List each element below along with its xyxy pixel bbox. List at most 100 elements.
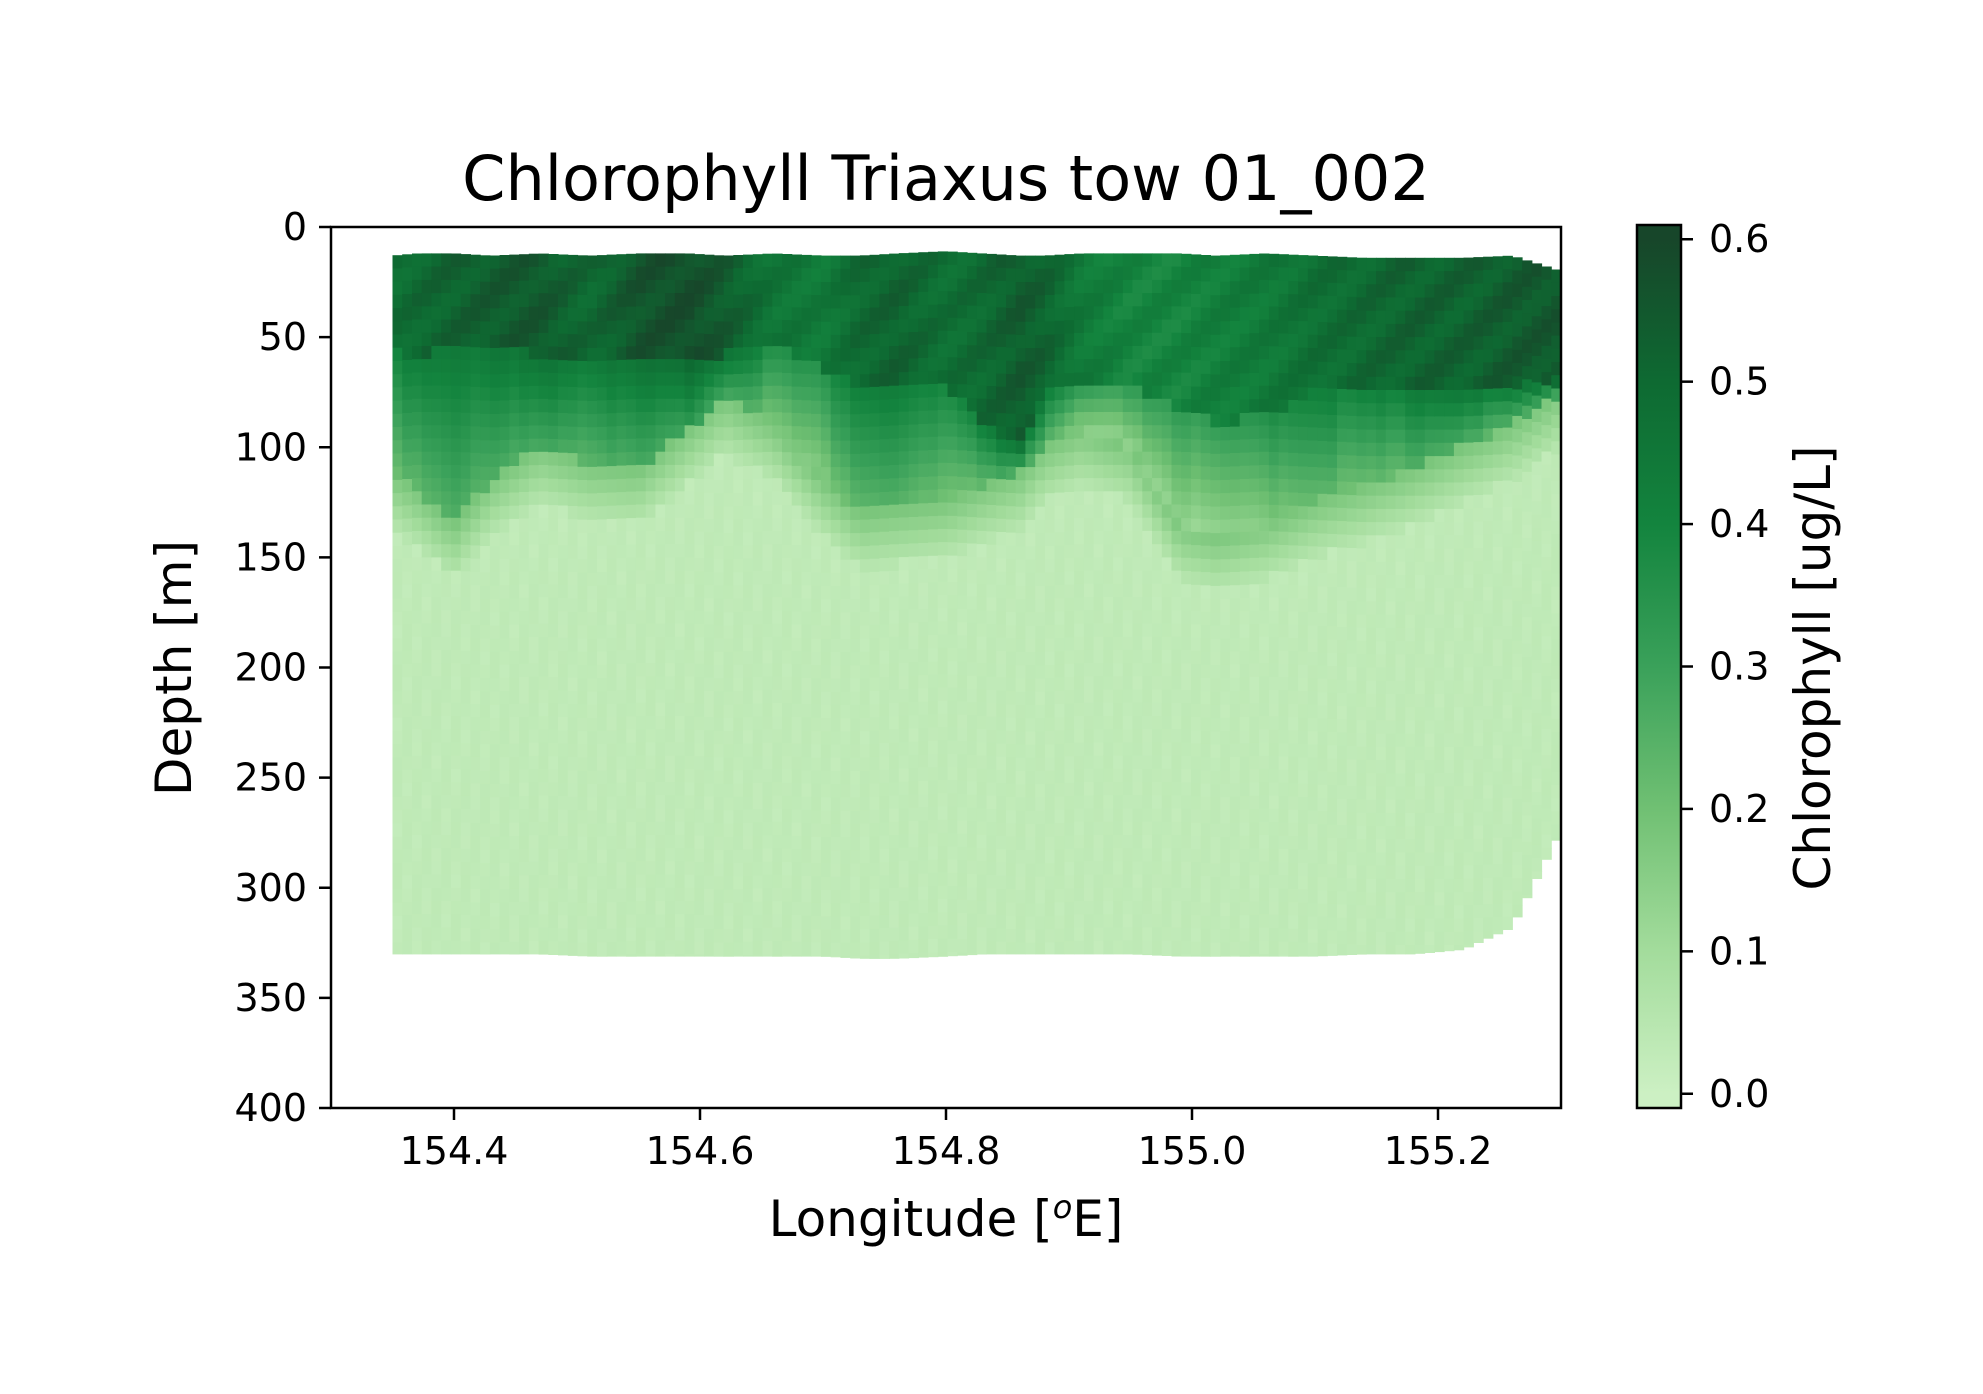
heatmap-cell: [811, 413, 822, 428]
heatmap-cell: [947, 767, 958, 781]
heatmap-cell: [918, 476, 929, 491]
heatmap-cell: [1220, 479, 1231, 494]
heatmap-cell: [743, 466, 754, 480]
heatmap-cell: [1191, 452, 1202, 467]
heatmap-cell: [548, 835, 559, 850]
heatmap-cell: [830, 942, 841, 957]
heatmap-cell: [694, 756, 705, 771]
heatmap-cell: [976, 940, 987, 955]
heatmap-cell: [558, 492, 569, 507]
heatmap-cell: [392, 612, 403, 626]
heatmap-cell: [801, 598, 812, 613]
heatmap-cell: [879, 399, 890, 414]
heatmap-cell: [713, 466, 725, 481]
heatmap-cell: [1181, 901, 1192, 916]
heatmap-cell: [898, 253, 910, 267]
heatmap-cell: [869, 307, 880, 322]
heatmap-cell: [1132, 425, 1143, 439]
heatmap-cell: [655, 451, 666, 466]
heatmap-cell: [1220, 678, 1231, 692]
heatmap-cell: [898, 662, 910, 677]
heatmap-cell: [723, 784, 734, 798]
heatmap-cell: [1006, 466, 1017, 481]
heatmap-cell: [1006, 889, 1017, 904]
heatmap-cell: [1288, 717, 1299, 731]
heatmap-cell: [713, 744, 725, 758]
heatmap-cell: [801, 862, 812, 877]
heatmap-cell: [1015, 916, 1026, 931]
heatmap-cell: [1171, 782, 1182, 796]
heatmap-cell: [509, 875, 520, 890]
heatmap-cell: [1278, 597, 1289, 612]
heatmap-cell: [986, 267, 997, 281]
heatmap-cell: [1239, 650, 1250, 665]
heatmap-cell: [947, 476, 958, 491]
heatmap-cell: [674, 425, 686, 439]
heatmap-cell: [820, 533, 832, 547]
heatmap-cell: [1006, 863, 1017, 877]
heatmap-cell: [976, 464, 987, 479]
heatmap-cell: [918, 358, 929, 372]
heatmap-cell: [421, 676, 432, 691]
heatmap-cell: [772, 293, 783, 307]
heatmap-cell: [918, 701, 929, 716]
heatmap-cell: [509, 254, 520, 269]
heatmap-cell: [782, 743, 793, 757]
heatmap-cell: [762, 584, 773, 598]
heatmap-cell: [918, 714, 929, 729]
heatmap-cell: [421, 914, 432, 928]
heatmap-cell: [743, 294, 754, 308]
heatmap-cell: [548, 491, 559, 506]
heatmap-cell: [567, 902, 579, 917]
heatmap-cell: [1093, 464, 1104, 479]
heatmap-cell: [431, 570, 442, 585]
heatmap-cell: [772, 332, 783, 347]
heatmap-cell: [947, 568, 958, 583]
heatmap-cell: [1288, 862, 1299, 877]
heatmap-cell: [626, 412, 637, 427]
heatmap-cell: [412, 636, 423, 651]
heatmap-cell: [1035, 863, 1046, 878]
heatmap-cell: [850, 414, 861, 428]
heatmap-cell: [1074, 848, 1085, 862]
heatmap-cell: [450, 861, 462, 876]
heatmap-cell: [830, 493, 841, 508]
heatmap-cell: [1239, 505, 1250, 520]
heatmap-cell: [694, 901, 705, 916]
heatmap-cell: [1025, 282, 1036, 296]
heatmap-cell: [431, 649, 442, 664]
heatmap-cell: [967, 873, 978, 888]
heatmap-cell: [665, 319, 676, 334]
heatmap-cell: [1278, 954, 1289, 957]
heatmap-cell: [1025, 493, 1036, 508]
heatmap-cell: [1298, 360, 1309, 375]
heatmap-cell: [499, 915, 510, 930]
heatmap-cell: [1249, 769, 1260, 784]
heatmap-cell: [402, 703, 413, 718]
heatmap-cell: [928, 767, 939, 781]
heatmap-cell: [772, 266, 783, 281]
heatmap-cell: [1210, 691, 1221, 706]
heatmap-cell: [1064, 346, 1075, 361]
heatmap-cell: [762, 848, 773, 863]
heatmap-cell: [1074, 729, 1085, 744]
heatmap-cell: [879, 544, 890, 559]
heatmap-cell: [655, 570, 666, 585]
heatmap-cell: [684, 848, 695, 862]
heatmap-cell: [967, 556, 978, 571]
heatmap-cell: [850, 334, 861, 349]
heatmap-cell: [392, 797, 403, 811]
heatmap-cell: [898, 504, 910, 518]
heatmap-cell: [1152, 676, 1163, 691]
heatmap-cell: [509, 532, 520, 546]
heatmap-cell: [450, 768, 462, 783]
heatmap-cell: [820, 625, 832, 640]
heatmap-cell: [733, 704, 744, 719]
heatmap-cell: [480, 427, 491, 441]
heatmap-cell: [470, 307, 481, 322]
heatmap-cell: [1249, 505, 1260, 519]
heatmap-cell: [635, 464, 647, 479]
heatmap-cell: [538, 465, 549, 479]
heatmap-cell: [1288, 770, 1299, 784]
heatmap-cell: [655, 914, 666, 928]
